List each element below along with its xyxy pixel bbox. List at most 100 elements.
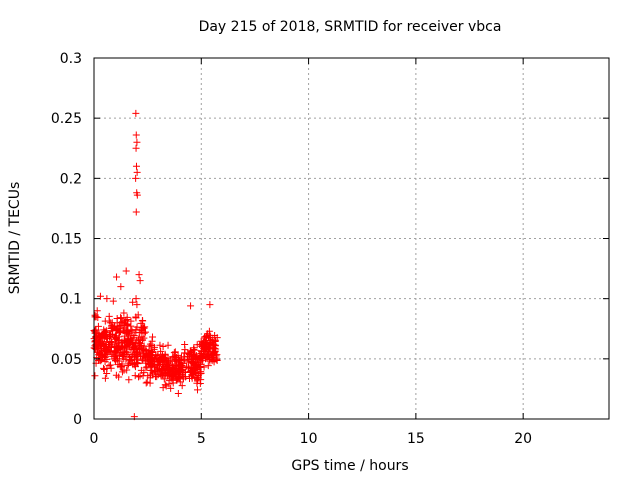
data-point — [144, 372, 152, 380]
data-point — [102, 333, 110, 341]
data-point — [118, 368, 126, 376]
data-point — [103, 369, 111, 377]
data-point — [91, 372, 99, 380]
data-point — [101, 374, 109, 382]
y-tick-label: 0.2 — [60, 171, 82, 187]
data-point — [143, 378, 151, 386]
data-point — [178, 372, 186, 380]
x-axis-label: GPS time / hours — [291, 458, 408, 474]
data-point — [211, 349, 219, 357]
data-point — [120, 322, 128, 330]
y-tick-labels: 0 0.05 0.1 0.15 0.2 0.25 0.3 — [51, 51, 82, 428]
data-point — [202, 355, 210, 363]
tick-marks — [93, 57, 609, 420]
data-point — [186, 374, 194, 382]
data-point — [125, 360, 133, 368]
y-tick-label: 0.1 — [60, 292, 82, 308]
data-point — [176, 362, 184, 370]
data-point — [125, 376, 133, 384]
data-point — [94, 322, 102, 330]
data-point — [159, 342, 167, 350]
data-point — [175, 367, 183, 375]
data-point — [135, 373, 143, 381]
data-point — [150, 345, 158, 353]
data-point — [206, 301, 214, 309]
data-point — [109, 297, 117, 305]
data-point — [148, 367, 156, 375]
data-point — [170, 349, 178, 357]
data-point — [149, 333, 157, 341]
data-point — [192, 353, 200, 361]
data-point — [132, 174, 140, 182]
data-point — [156, 341, 164, 349]
data-point — [167, 384, 175, 392]
data-point — [116, 345, 124, 353]
data-point — [205, 327, 213, 335]
data-point — [132, 314, 140, 322]
data-point — [97, 357, 105, 365]
data-point — [170, 364, 178, 372]
x-tick-label: 5 — [197, 431, 206, 447]
data-point — [142, 328, 150, 336]
data-point — [169, 379, 177, 387]
data-point — [132, 326, 140, 334]
data-point — [96, 292, 104, 300]
data-point — [147, 359, 155, 367]
data-points — [90, 109, 221, 421]
data-point — [212, 352, 220, 360]
data-point — [174, 389, 182, 397]
data-point — [128, 326, 136, 334]
x-tick-label: 20 — [514, 431, 532, 447]
data-point — [113, 273, 121, 281]
data-point — [164, 341, 172, 349]
data-point — [178, 382, 186, 390]
data-point — [133, 191, 141, 199]
data-point — [163, 366, 171, 374]
data-point — [118, 338, 126, 346]
data-point — [104, 335, 112, 343]
data-point — [144, 351, 152, 359]
y-tick-label: 0.05 — [51, 352, 82, 368]
data-point — [123, 366, 131, 374]
y-tick-label: 0.15 — [51, 232, 82, 248]
data-point — [107, 361, 115, 369]
data-point — [173, 376, 181, 384]
data-point — [149, 348, 157, 356]
x-tick-label: 10 — [300, 431, 318, 447]
x-tick-labels: 0 5 10 15 20 — [90, 431, 533, 447]
data-point — [123, 321, 131, 329]
data-point — [206, 340, 214, 348]
data-point — [181, 340, 189, 348]
data-point — [164, 361, 172, 369]
data-point — [186, 367, 194, 375]
data-point — [184, 349, 192, 357]
data-point — [118, 362, 126, 370]
data-point — [133, 138, 141, 146]
data-point — [200, 344, 208, 352]
data-point — [197, 347, 205, 355]
data-point — [210, 348, 218, 356]
data-point — [159, 364, 167, 372]
data-point — [198, 354, 206, 362]
data-point — [160, 375, 168, 383]
data-point — [196, 380, 204, 388]
data-point — [117, 283, 125, 291]
data-point — [207, 354, 215, 362]
data-point — [127, 317, 135, 325]
data-point — [148, 341, 156, 349]
y-axis-label: SRMTID / TECUs — [7, 182, 23, 295]
data-point — [98, 347, 106, 355]
data-point — [93, 307, 101, 315]
data-point — [180, 356, 188, 364]
data-point — [208, 345, 216, 353]
data-point — [101, 317, 109, 325]
data-point — [150, 355, 158, 363]
data-point — [137, 319, 145, 327]
data-point — [146, 340, 154, 348]
data-point — [138, 333, 146, 341]
data-point — [112, 350, 120, 358]
data-point — [132, 144, 140, 152]
data-point — [189, 359, 197, 367]
data-point — [159, 384, 167, 392]
data-point — [134, 336, 142, 344]
